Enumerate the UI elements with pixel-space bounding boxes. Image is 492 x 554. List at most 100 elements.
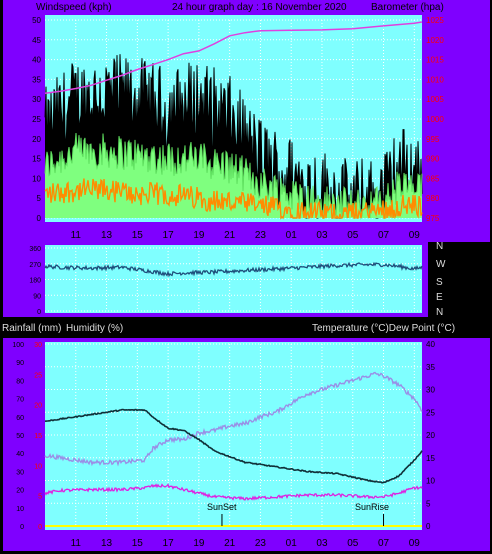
wind-x-tick-label: 17 (163, 230, 175, 241)
temperature-x-tick-label: 13 (101, 538, 113, 549)
wind-y-tick-label: 25 (32, 115, 41, 124)
temperature-y-tick-label: 10 (426, 477, 435, 486)
temperature-x-tick-label: 03 (316, 538, 328, 549)
temperature-x-tick-label: 17 (163, 538, 175, 549)
barometer-y-tick-label: 1025 (426, 16, 444, 25)
rainfall-y-tick-label: 20 (34, 403, 42, 410)
wind-y-tick-label: 40 (32, 56, 41, 65)
temperature-y-tick-label: 0 (426, 522, 431, 531)
rainfall-label: Rainfall (mm) (2, 323, 61, 334)
barometer-y-tick-label: 1010 (426, 75, 444, 84)
direction-y-tick-label: 0 (37, 309, 41, 316)
humidity-y-tick-label: 80 (16, 378, 24, 385)
humidity-y-tick-label: 100 (12, 342, 24, 349)
humidity-y-tick-label: 60 (16, 415, 24, 422)
barometer-y-tick-label: 1015 (426, 56, 444, 65)
humidity-line (44, 483, 423, 501)
windspeed-label: Windspeed (kph) (36, 2, 112, 13)
humidity-y-tick-label: 0 (20, 524, 24, 531)
humidity-y-tick-label: 30 (16, 469, 24, 476)
wind-x-tick-label: 19 (193, 230, 205, 241)
wind-y-tick-label: 10 (32, 174, 41, 183)
temperature-x-tick-label: 19 (193, 538, 205, 549)
temperature-y-tick-label: 35 (426, 363, 435, 372)
humidity-y-tick-label: 20 (16, 488, 24, 495)
direction-y-tick-label: 270 (29, 262, 41, 269)
rainfall-y-tick-label: 15 (34, 433, 42, 440)
wind-x-tick-label: 13 (101, 230, 113, 241)
compass-n-top: N (436, 241, 443, 252)
direction-y-tick-label: 90 (33, 293, 41, 300)
compass-s: S (436, 277, 443, 288)
temperature-y-tick-label: 20 (426, 431, 435, 440)
barometer-line (44, 21, 423, 95)
wind-y-tick-label: 5 (37, 194, 42, 203)
barometer-y-tick-label: 995 (426, 135, 440, 144)
temperature-x-tick-label: 01 (286, 538, 298, 549)
barometer-y-tick-label: 980 (426, 194, 440, 203)
wind-minimum-line (44, 178, 423, 220)
humidity-label: Humidity (%) (66, 323, 123, 334)
wind-y-tick-label: 15 (32, 155, 41, 164)
temperature-y-tick-label: 5 (426, 499, 431, 508)
wind-y-tick-label: 50 (32, 16, 41, 25)
barometer-y-tick-label: 1020 (426, 36, 444, 45)
wind-x-tick-label: 01 (286, 230, 298, 241)
wind-x-tick-label: 09 (409, 230, 421, 241)
direction-y-tick-label: 180 (29, 278, 41, 285)
graph-title: 24 hour graph day : 16 November 2020 (172, 2, 347, 13)
rainfall-y-tick-label: 25 (34, 372, 42, 379)
humidity-y-tick-label: 90 (16, 360, 24, 367)
temperature-x-tick-label: 23 (255, 538, 267, 549)
compass-w: W (436, 259, 446, 270)
barometer-y-tick-label: 1000 (426, 115, 444, 124)
humidity-y-tick-label: 10 (16, 506, 24, 513)
wind-y-tick-label: 30 (32, 95, 41, 104)
wind-y-tick-label: 0 (37, 214, 42, 223)
barometer-y-tick-label: 990 (426, 155, 440, 164)
wind-average-line (44, 132, 423, 220)
temperature-y-tick-label: 15 (426, 454, 435, 463)
temperature-x-tick-label: 15 (132, 538, 144, 549)
sunrise-label: SunRise (355, 502, 389, 512)
temperature-y-tick-label: 25 (426, 408, 435, 417)
temperature-x-tick-label: 05 (347, 538, 359, 549)
barometer-label: Barometer (hpa) (371, 2, 444, 13)
wind-x-tick-label: 23 (255, 230, 267, 241)
wind-x-tick-label: 15 (132, 230, 144, 241)
wind-x-tick-label: 05 (347, 230, 359, 241)
wind-x-tick-label: 03 (316, 230, 328, 241)
temperature-y-tick-label: 40 (426, 340, 435, 349)
barometer-y-tick-label: 985 (426, 174, 440, 183)
rainfall-y-tick-label: 10 (34, 463, 42, 470)
rainfall-y-tick-label: 0 (38, 524, 42, 531)
wind-y-tick-label: 20 (32, 135, 41, 144)
direction-y-tick-label: 360 (29, 246, 41, 253)
humidity-y-tick-label: 50 (16, 433, 24, 440)
compass-n-bottom: N (436, 307, 443, 318)
compass-e: E (436, 292, 443, 303)
direction-plot-area (45, 245, 422, 313)
dew-point-line (44, 408, 423, 484)
wind-x-tick-label: 11 (71, 230, 82, 241)
wind-direction-line (44, 261, 423, 278)
sunset-label: SunSet (207, 502, 237, 512)
wind-y-tick-label: 45 (32, 36, 41, 45)
wind-x-tick-label: 21 (224, 230, 236, 241)
temperature-line (44, 371, 423, 467)
temperature-x-tick-label: 21 (224, 538, 236, 549)
humidity-y-tick-label: 40 (16, 451, 24, 458)
rainfall-y-tick-label: 30 (34, 342, 42, 349)
temperature-x-tick-label: 11 (71, 538, 82, 549)
temperature-dewpoint-label: Temperature (°C)Dew Point (°C) (312, 323, 455, 334)
barometer-y-tick-label: 975 (426, 214, 440, 223)
rainfall-y-tick-label: 5 (38, 494, 42, 501)
temperature-x-tick-label: 09 (409, 538, 421, 549)
barometer-y-tick-label: 1005 (426, 95, 444, 104)
humidity-y-tick-label: 70 (16, 397, 24, 404)
temperature-x-tick-label: 07 (378, 538, 390, 549)
wind-y-tick-label: 35 (32, 75, 41, 84)
temperature-y-tick-label: 30 (426, 386, 435, 395)
